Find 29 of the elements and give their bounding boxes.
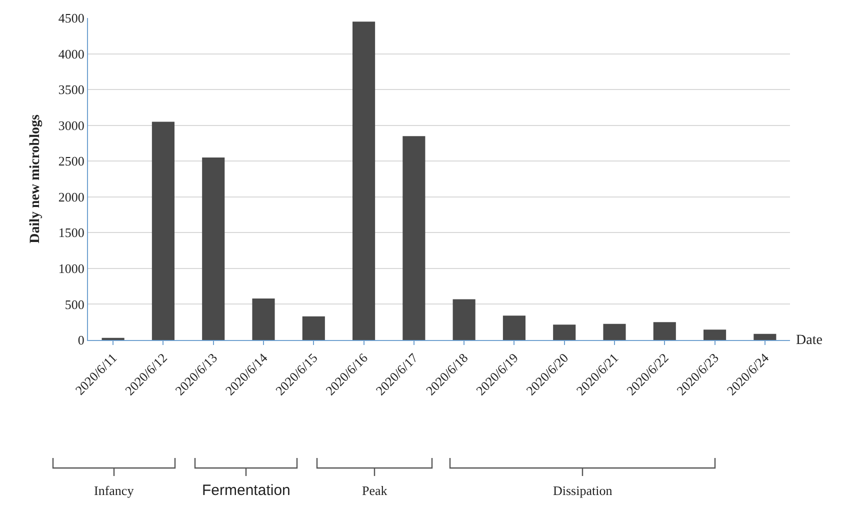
- bar: [502, 316, 526, 340]
- bar: [202, 158, 225, 340]
- bar: [352, 22, 376, 340]
- y-tick-label: 1500: [58, 225, 84, 240]
- bar: [754, 334, 776, 340]
- y-tick-label: 4000: [58, 46, 84, 62]
- y-tick-label: 500: [64, 296, 84, 312]
- bar: [603, 324, 626, 340]
- x-axis-title: Date: [796, 333, 822, 348]
- bar: [653, 322, 676, 340]
- bar: [252, 298, 275, 340]
- bar: [553, 324, 576, 340]
- bar: [704, 330, 726, 340]
- y-axis-title: Daily new microblogs: [28, 114, 43, 244]
- text: Infancy: [94, 483, 134, 498]
- text: Fermentation: [202, 482, 290, 499]
- y-tick-label: 3500: [58, 82, 84, 98]
- text: Dissipation: [553, 483, 613, 498]
- bar: [302, 316, 325, 340]
- y-tick-label: 2000: [58, 189, 84, 204]
- text: Peak: [362, 483, 388, 498]
- y-tick-label: 2500: [58, 154, 84, 169]
- y-tick-label: 0: [78, 332, 84, 348]
- bar: [402, 136, 426, 340]
- bar: [152, 122, 174, 340]
- y-tick-label: 3000: [58, 118, 84, 133]
- y-tick-label: 1000: [58, 260, 84, 276]
- bar: [452, 299, 476, 340]
- y-tick-label: 4500: [58, 10, 84, 26]
